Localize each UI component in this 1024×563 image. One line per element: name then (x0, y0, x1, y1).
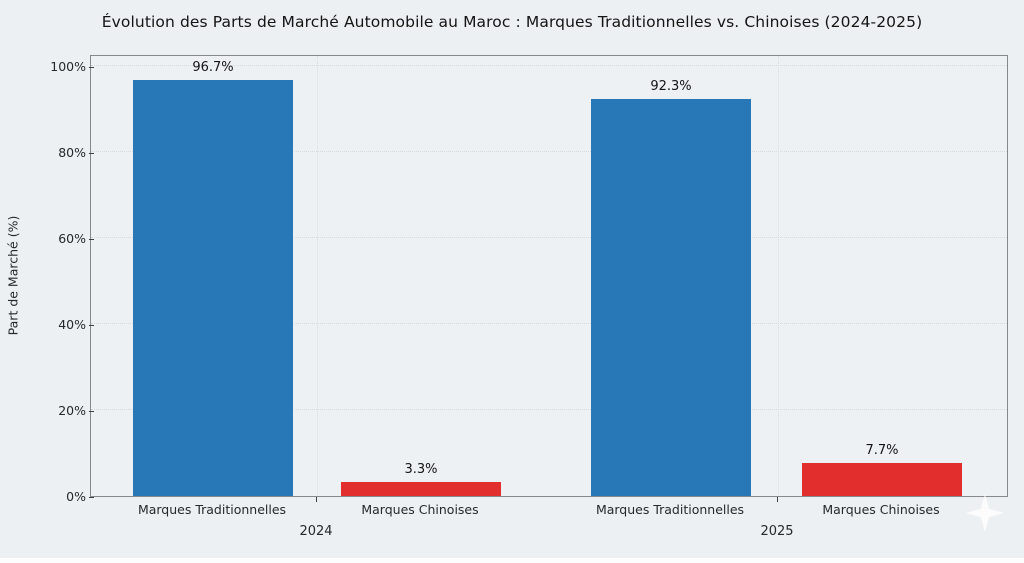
y-tick-label: 20% (58, 403, 86, 418)
gridline-40% (91, 323, 1007, 325)
bar-marques-traditionnelles (133, 80, 293, 496)
gridline-20% (91, 409, 1007, 411)
sparkle-icon (966, 494, 1004, 532)
bar-marques-chinoises (802, 462, 962, 496)
x-tick-label: Marques Chinoises (361, 502, 479, 517)
y-tick-label: 80% (58, 145, 86, 161)
y-axis-title: Part de Marché (%) (5, 215, 21, 336)
bar-value-label: 3.3% (404, 461, 438, 477)
y-tick-mark (89, 153, 94, 155)
x-tick-mark (777, 497, 778, 502)
gridline-vertical (778, 56, 779, 496)
y-tick-label: 0% (66, 489, 86, 504)
y-tick-label: 40% (58, 317, 86, 332)
plot-area: 96.7% 3.3% 92.3% 7.7% (90, 55, 1008, 497)
gridline-80% (91, 151, 1007, 153)
bar-value-label: 96.7% (192, 60, 234, 76)
x-tick-label: Marques Traditionnelles (595, 502, 745, 517)
y-tick-label: 60% (58, 231, 86, 247)
group-label-2025: 2025 (760, 524, 794, 539)
y-tick-mark (89, 411, 94, 412)
x-tick-label: Marques Traditionnelles (137, 502, 287, 517)
bar-value-label: 92.3% (650, 79, 692, 95)
bar-marques-traditionnelles (591, 99, 751, 496)
y-tick-label: 100% (50, 59, 86, 75)
x-tick-mark (316, 497, 317, 502)
x-tick-label: Marques Chinoises (822, 502, 940, 517)
y-tick-mark (89, 67, 94, 69)
bar-value-label: 7.7% (865, 442, 899, 458)
gridline-60% (91, 237, 1007, 239)
y-tick-mark (89, 325, 94, 326)
group-label-2024: 2024 (299, 524, 333, 539)
chart-title: Évolution des Parts de Marché Automobile… (101, 13, 923, 31)
gridline-vertical (317, 56, 318, 496)
y-tick-mark (89, 239, 94, 241)
bar-marques-chinoises (341, 481, 501, 496)
bottom-strip (0, 558, 1024, 563)
y-tick-mark (89, 497, 94, 498)
gridline-100% (91, 65, 1007, 67)
